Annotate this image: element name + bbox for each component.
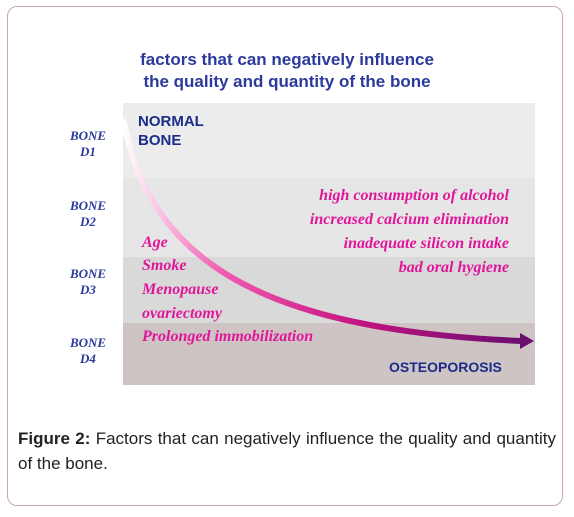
factor-age: Age <box>142 234 168 251</box>
factor-calcium-elimination: increased calcium elimination <box>309 211 509 228</box>
band-d2 <box>123 178 535 257</box>
bone-level-d2-line2: D2 <box>80 214 96 229</box>
normal-bone-label-line1: NORMAL <box>138 113 204 130</box>
arrow-head <box>520 333 534 349</box>
band-d1 <box>123 103 535 178</box>
factor-ovariectomy: ovariectomy <box>142 305 222 322</box>
caption-text: Factors that can negatively influence th… <box>18 429 556 473</box>
bone-level-d4: BONE D4 <box>58 335 118 367</box>
factor-silicon-intake: inadequate silicon intake <box>343 235 509 252</box>
bone-level-d2: BONE D2 <box>58 198 118 230</box>
normal-bone-label-line2: BONE <box>138 132 182 149</box>
bone-level-d3: BONE D3 <box>58 266 118 298</box>
factor-immobilization: Prolonged immobilization <box>142 328 314 345</box>
bone-level-d4-line1: BONE <box>69 335 107 350</box>
bone-level-d4-line2: D4 <box>80 351 96 366</box>
factor-menopause: Menopause <box>142 281 219 298</box>
bone-level-d3-line2: D3 <box>80 282 96 297</box>
bone-level-d3-line1: BONE <box>69 266 107 281</box>
band-d4 <box>123 323 535 385</box>
bone-level-d1: BONE D1 <box>58 128 118 160</box>
factor-alcohol: high consumption of alcohol <box>319 187 509 204</box>
diagram-title-line2: the quality and quantity of the bone <box>143 72 431 91</box>
factor-oral-hygiene: bad oral hygiene <box>398 259 509 276</box>
caption-label: Figure 2: <box>18 429 91 448</box>
bone-level-d1-line1: BONE <box>69 128 107 143</box>
osteoporosis-label: OSTEOPOROSIS <box>389 359 502 375</box>
normal-bone-label: NORMAL BONE <box>138 112 204 150</box>
factor-smoke: Smoke <box>142 257 187 274</box>
decline-curve <box>121 119 525 344</box>
band-d3 <box>123 257 535 323</box>
bone-level-d2-line1: BONE <box>69 198 107 213</box>
diagram-title-line1: factors that can negatively influence <box>140 50 434 69</box>
bone-level-d1-line2: D1 <box>80 144 96 159</box>
figure-caption: Figure 2: Factors that can negatively in… <box>18 426 556 476</box>
